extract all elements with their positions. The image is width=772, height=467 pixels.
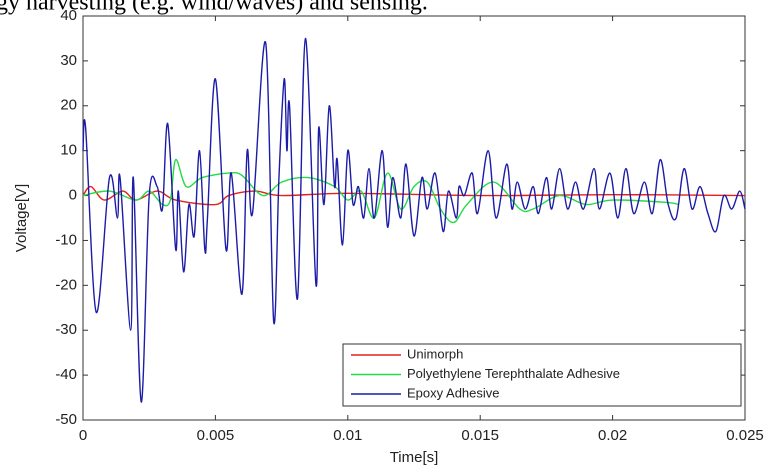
header-text: gy harvesting (e.g. wind/waves) and sens… bbox=[0, 0, 428, 16]
x-tick-label: 0.01 bbox=[333, 427, 362, 444]
y-tick-label: -40 bbox=[55, 366, 77, 383]
x-tick-label: 0.015 bbox=[461, 427, 499, 444]
legend-label: Polyethylene Terephthalate Adhesive bbox=[407, 366, 620, 381]
y-tick-label: -10 bbox=[55, 231, 77, 248]
legend-label: Unimorph bbox=[407, 346, 463, 361]
x-tick-label: 0.005 bbox=[197, 427, 235, 444]
x-tick-label: 0 bbox=[79, 427, 87, 444]
x-tick-label: 0.025 bbox=[726, 427, 764, 444]
y-axis-label: Voltage[V] bbox=[13, 184, 30, 252]
legend: Unimorph Polyethylene Terephthalate Adhes… bbox=[342, 343, 742, 407]
y-tick-label: 40 bbox=[60, 7, 77, 24]
y-tick-label: -30 bbox=[55, 321, 77, 338]
y-tick-label: 20 bbox=[60, 97, 77, 114]
y-tick-label: -20 bbox=[55, 276, 77, 293]
legend-label: Epoxy Adhesive bbox=[407, 385, 500, 400]
y-tick-label: -50 bbox=[55, 411, 77, 428]
x-axis-label: Time[s] bbox=[390, 449, 439, 466]
line-series bbox=[82, 37, 746, 403]
y-tick-label: 10 bbox=[60, 142, 77, 159]
x-tick-label: 0.02 bbox=[598, 427, 627, 444]
y-tick-label: 30 bbox=[60, 52, 77, 69]
legend-box bbox=[342, 343, 742, 407]
y-tick-label: 0 bbox=[69, 187, 77, 204]
